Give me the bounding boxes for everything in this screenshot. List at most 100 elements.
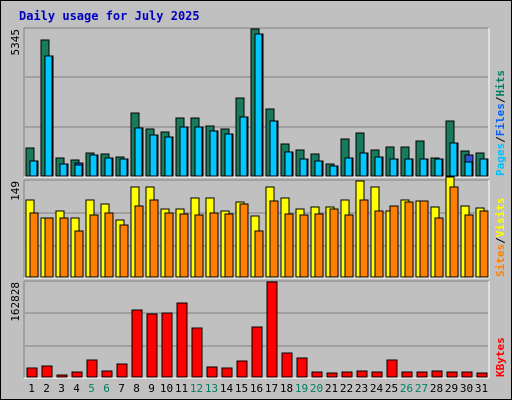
bar-pages bbox=[164, 136, 173, 177]
legend-hits: Hits bbox=[494, 70, 507, 97]
bar-sites bbox=[434, 217, 444, 278]
bar-sites bbox=[344, 214, 354, 278]
x-tick-label: 1 bbox=[28, 382, 35, 395]
x-tick-label: 22 bbox=[340, 382, 353, 395]
legend-visits: Visits bbox=[494, 198, 507, 238]
y-max-label: 162828 bbox=[9, 282, 22, 322]
x-tick-label: 19 bbox=[295, 382, 308, 395]
bar-kbytes bbox=[386, 359, 398, 378]
bar-sites bbox=[464, 214, 474, 278]
bar-sites bbox=[164, 212, 174, 278]
x-tick-label: 20 bbox=[310, 382, 323, 395]
x-tick-label: 3 bbox=[58, 382, 65, 395]
bar-kbytes bbox=[431, 370, 443, 378]
legend-sites: Sites bbox=[494, 244, 507, 277]
x-tick-label: 9 bbox=[148, 382, 155, 395]
bar-kbytes bbox=[116, 363, 128, 378]
bar-sites bbox=[29, 212, 39, 278]
bar-sites bbox=[419, 200, 429, 278]
bar-sites bbox=[389, 205, 399, 278]
bar-pages bbox=[179, 126, 188, 177]
legend-kbytes: KBytes bbox=[494, 337, 507, 377]
bar-sites bbox=[134, 205, 144, 278]
x-tick-label: 26 bbox=[400, 382, 413, 395]
bar-sites bbox=[149, 199, 159, 278]
bar-sites bbox=[404, 201, 414, 278]
x-tick-label: 6 bbox=[103, 382, 110, 395]
y-max-label: 149 bbox=[9, 181, 22, 201]
x-tick-label: 28 bbox=[430, 382, 443, 395]
bar-sites bbox=[119, 224, 129, 278]
bar-kbytes bbox=[131, 309, 143, 378]
bar-kbytes bbox=[356, 370, 368, 378]
bar-pages bbox=[74, 164, 83, 177]
bar-sites bbox=[239, 203, 249, 278]
x-tick-label: 29 bbox=[445, 382, 458, 395]
bar-pages bbox=[374, 156, 383, 177]
bar-sites bbox=[299, 214, 309, 278]
bar-sites bbox=[194, 214, 204, 278]
bar-kbytes bbox=[251, 326, 263, 378]
bar-kbytes bbox=[101, 370, 113, 378]
bar-kbytes bbox=[416, 371, 428, 378]
x-tick-label: 5 bbox=[88, 382, 95, 395]
bar-kbytes bbox=[161, 312, 173, 378]
bar-kbytes bbox=[341, 371, 353, 378]
x-tick-label: 4 bbox=[73, 382, 80, 395]
bar-pages bbox=[434, 158, 443, 177]
bar-pages bbox=[149, 134, 158, 177]
bar-sites bbox=[374, 210, 384, 278]
bar-sites bbox=[479, 210, 489, 278]
x-tick-label: 24 bbox=[370, 382, 384, 395]
bar-pages bbox=[389, 158, 398, 177]
bar-sites bbox=[269, 200, 279, 278]
y-max-label: 5345 bbox=[9, 29, 22, 56]
x-tick-label: 30 bbox=[460, 382, 473, 395]
bar-kbytes bbox=[281, 352, 293, 378]
panel-legend: Pages/Files/Hits bbox=[494, 70, 507, 176]
x-tick-label: 8 bbox=[133, 382, 140, 395]
bar-pages bbox=[404, 158, 413, 177]
bar-pages bbox=[449, 142, 458, 177]
x-tick-label: 23 bbox=[355, 382, 368, 395]
x-tick-label: 18 bbox=[280, 382, 293, 395]
panel-legend: KBytes bbox=[494, 337, 507, 377]
bar-kbytes bbox=[86, 359, 98, 378]
bar-sites bbox=[89, 214, 99, 278]
legend-pages: Pages bbox=[494, 143, 507, 176]
x-tick-label: 10 bbox=[160, 382, 173, 395]
bar-kbytes bbox=[476, 372, 488, 378]
legend-separator: / bbox=[494, 237, 507, 244]
x-tick-label: 15 bbox=[235, 382, 248, 395]
bar-pages bbox=[329, 165, 338, 177]
x-tick-label: 16 bbox=[250, 382, 263, 395]
bar-pages bbox=[134, 127, 143, 177]
bar-kbytes bbox=[56, 374, 68, 378]
bar-kbytes bbox=[206, 366, 218, 378]
bar-sites bbox=[209, 212, 219, 278]
bar-kbytes bbox=[266, 281, 278, 378]
bar-kbytes bbox=[236, 360, 248, 378]
bar-pages bbox=[464, 161, 473, 177]
legend-separator: / bbox=[494, 136, 507, 143]
bar-pages bbox=[359, 152, 368, 177]
x-tick-label: 13 bbox=[205, 382, 218, 395]
bar-sites bbox=[449, 186, 459, 278]
bar-kbytes bbox=[41, 365, 53, 378]
legend-separator: / bbox=[494, 96, 507, 103]
bar-sites bbox=[314, 213, 324, 278]
bar-pages bbox=[269, 120, 278, 177]
bar-sites bbox=[104, 212, 114, 278]
bar-pages bbox=[59, 163, 68, 177]
bar-kbytes bbox=[311, 371, 323, 378]
bar-pages bbox=[119, 158, 128, 177]
bar-pages bbox=[89, 154, 98, 177]
bar-kbytes bbox=[191, 327, 203, 378]
bar-kbytes bbox=[176, 302, 188, 378]
bar-kbytes bbox=[71, 371, 83, 378]
bar-kbytes bbox=[371, 371, 383, 378]
x-tick-label: 25 bbox=[385, 382, 398, 395]
chart-title: Daily usage for July 2025 bbox=[19, 9, 200, 23]
bar-kbytes bbox=[446, 371, 458, 378]
